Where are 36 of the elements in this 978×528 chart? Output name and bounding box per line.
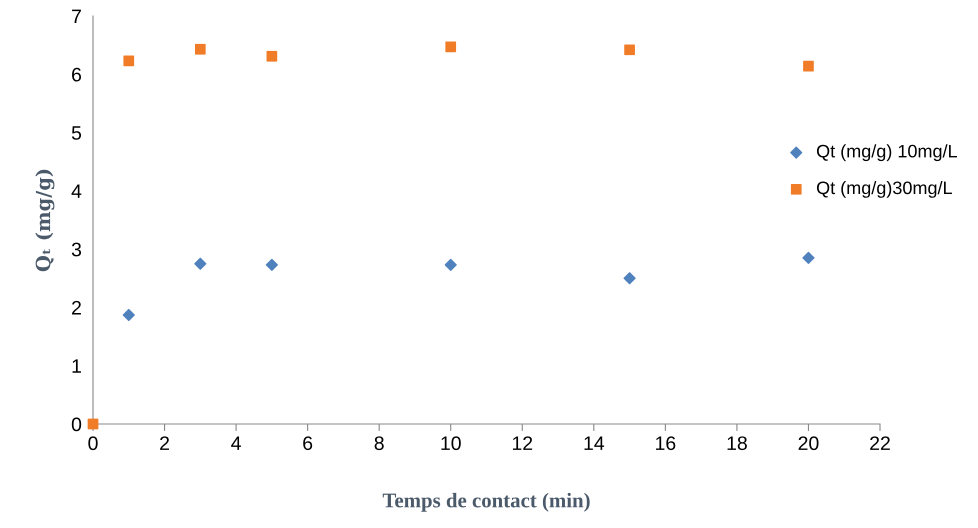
point — [194, 258, 206, 270]
x-tick-label: 12 — [512, 436, 532, 450]
x-tick-label: 18 — [728, 436, 747, 450]
point — [624, 44, 635, 56]
point — [266, 50, 278, 62]
point — [803, 60, 814, 72]
point — [266, 258, 278, 271]
x-tick-label: 8 — [374, 436, 384, 450]
x-tick-label: 14 — [584, 436, 604, 450]
y-tick-label: 5 — [72, 126, 82, 140]
x-tick-label: 2 — [160, 436, 169, 450]
x-tick-label: 6 — [303, 436, 312, 450]
y-tick-label: 0 — [72, 417, 82, 432]
y-tick-label: 7 — [72, 10, 81, 24]
legend-label: Qt (mg/g)30mg/L — [816, 180, 952, 198]
x-axis-title: Temps de contact (min) — [382, 492, 590, 512]
x-tick-label: 4 — [231, 436, 241, 450]
x-tick-label: 0 — [88, 436, 98, 450]
y-tick-label: 1 — [72, 359, 81, 373]
y-axis-title: Qₜ (mg/g) — [35, 170, 54, 272]
point — [444, 258, 457, 271]
x-tick-label: 16 — [656, 436, 676, 450]
point — [123, 56, 134, 66]
y-tick-label: 2 — [72, 300, 81, 314]
y-tick-label: 3 — [72, 242, 82, 256]
x-tick-label: 20 — [798, 436, 819, 450]
y-tick-label: 6 — [72, 68, 82, 82]
legend-label: Qt (mg/g) 10mg/L — [816, 144, 957, 162]
x-tick-label: 10 — [441, 436, 461, 450]
point — [445, 42, 456, 52]
y-tick-label: 4 — [72, 184, 82, 198]
x-tick-label: 22 — [870, 436, 890, 450]
point — [194, 44, 206, 55]
point — [802, 252, 815, 264]
point — [624, 272, 636, 284]
point — [122, 308, 135, 322]
